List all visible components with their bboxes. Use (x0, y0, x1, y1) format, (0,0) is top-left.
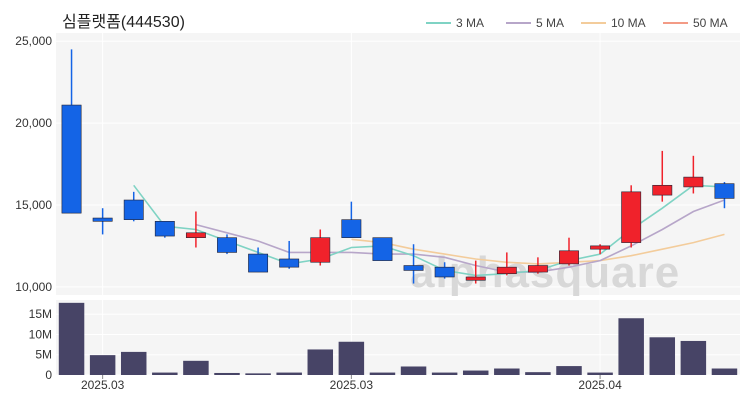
candle-body (341, 219, 362, 238)
legend-label: 5 MA (536, 16, 564, 30)
candle (590, 244, 611, 255)
price-tick-label: 25,000 (15, 34, 52, 48)
candle-body (652, 184, 673, 196)
volume-bar (276, 372, 302, 375)
legend-label: 50 MA (693, 16, 728, 30)
candle (372, 237, 393, 261)
candle-body (527, 265, 548, 273)
volume-bar (680, 340, 707, 375)
price-tick-label: 10,000 (15, 280, 52, 294)
x-tick-label: 2025.04 (578, 378, 622, 392)
candle-body (61, 104, 82, 214)
candle-body (123, 199, 144, 220)
volume-bar (649, 337, 676, 375)
candle (652, 150, 673, 202)
candle-body (403, 265, 424, 271)
volume-tick-label: 10M (29, 327, 52, 341)
candle-body (217, 237, 237, 253)
candle-body (683, 176, 704, 188)
candle (621, 185, 642, 248)
candle (714, 182, 735, 209)
candle-body (590, 245, 611, 250)
candle (154, 221, 175, 238)
candle-body (310, 237, 331, 263)
candle-body (248, 253, 269, 273)
candle-body (279, 258, 300, 268)
candle (123, 191, 144, 222)
volume-bar (525, 372, 551, 375)
volume-bar (587, 372, 613, 375)
volume-bar (307, 349, 334, 375)
candle (465, 260, 486, 284)
candle-body (185, 232, 206, 238)
volume-bar (618, 318, 644, 375)
volume-bar (494, 368, 520, 375)
volume-bar (152, 372, 178, 375)
volume-tick-label: 5M (35, 348, 52, 362)
volume-panel: 0 5M 10M 15M (29, 300, 740, 382)
candle-body (372, 237, 393, 261)
candle (341, 201, 362, 238)
legend-label: 10 MA (611, 16, 646, 30)
volume-bar (89, 355, 116, 375)
volume-bar (120, 351, 147, 375)
candle (61, 49, 82, 214)
volume-tick-label: 0 (45, 368, 52, 382)
legend: 3 MA 5 MA 10 MA 50 MA (426, 16, 728, 30)
legend-entry: 10 MA (581, 16, 646, 30)
candle (434, 262, 455, 279)
legend-entry: 5 MA (506, 16, 564, 30)
volume-tick-label: 15M (29, 307, 52, 321)
candle (559, 237, 579, 266)
x-tick-label: 2025.03 (330, 378, 374, 392)
legend-entry: 3 MA (426, 16, 484, 30)
candle-body (465, 276, 486, 281)
candle-body (714, 183, 735, 199)
volume-bar (711, 368, 738, 375)
candle (683, 155, 704, 194)
candle (217, 234, 237, 255)
volume-bar (183, 360, 209, 375)
volume-bar (338, 341, 365, 375)
volume-bar (58, 302, 85, 375)
candle (248, 247, 269, 273)
candle-body (621, 191, 642, 243)
price-tick-label: 15,000 (15, 198, 52, 212)
volume-bar (245, 373, 271, 375)
candle (279, 240, 300, 269)
volume-bar (431, 372, 458, 375)
candle-body (154, 221, 175, 237)
ma5-line (195, 199, 725, 273)
legend-entry: 50 MA (663, 16, 728, 30)
volume-bar (462, 370, 489, 375)
volume-bar (369, 372, 396, 375)
legend-label: 3 MA (456, 16, 484, 30)
candle (92, 208, 113, 235)
candle-body (559, 250, 579, 265)
volume-bar (214, 372, 240, 375)
candle-body (92, 217, 113, 222)
volume-bar (556, 366, 582, 375)
price-tick-label: 20,000 (15, 116, 52, 130)
candle (185, 211, 206, 248)
volume-bar (400, 366, 427, 375)
candle (527, 257, 548, 274)
candle-body (496, 266, 517, 275)
candle (496, 252, 517, 276)
x-tick-label: 2025.03 (81, 378, 125, 392)
chart-title: 심플랫폼(444530) (62, 13, 185, 31)
candle (310, 229, 331, 266)
candle (403, 244, 424, 284)
candle-body (434, 266, 455, 278)
